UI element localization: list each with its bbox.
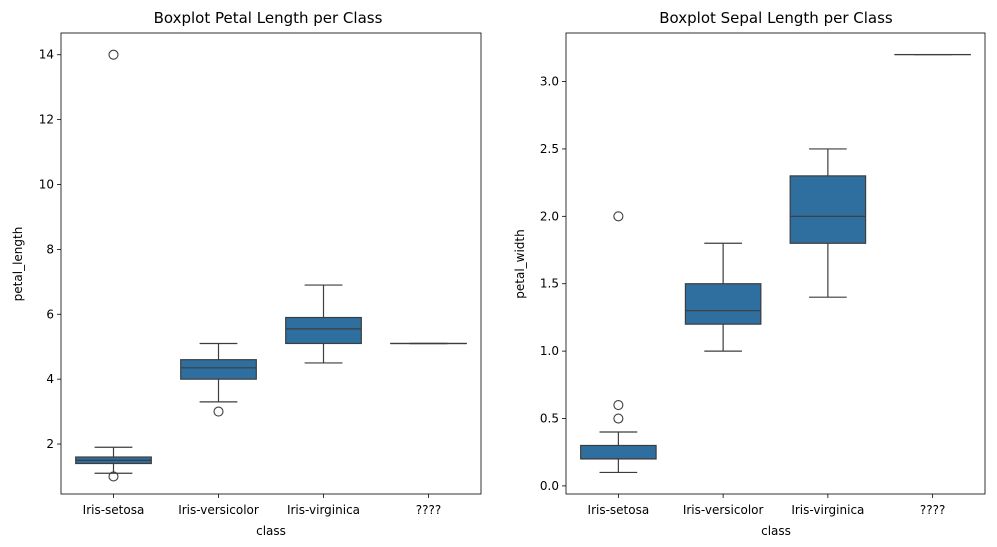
- subplot-petal-width: Boxplot Sepal Length per Class 0.0 0.5 1.0…: [513, 9, 986, 538]
- y-axis-label: petal_width: [513, 229, 527, 298]
- x-tick-label: ????: [416, 503, 441, 517]
- plot-frame: [565, 32, 986, 495]
- x-tick-label: Iris-setosa: [83, 503, 145, 517]
- y-tick-label: 12: [39, 113, 54, 127]
- box: [684, 283, 762, 325]
- chart-title: Boxplot Petal Length per Class: [154, 9, 383, 27]
- y-tick-label: 10: [39, 178, 54, 192]
- box: [580, 444, 657, 460]
- outlier-point: [213, 406, 224, 417]
- y-axis: 0.0 0.5 1.0 1.5 2.0 2.5 3.0: [540, 75, 566, 493]
- box: [180, 359, 257, 380]
- plot-frame: [60, 32, 482, 495]
- y-tick-label: 8: [46, 242, 54, 256]
- x-tick-label: Iris-virginica: [791, 503, 864, 517]
- x-axis-label: class: [256, 524, 286, 538]
- y-tick-label: 1.0: [540, 344, 559, 358]
- boxes: [75, 49, 467, 482]
- y-tick-label: 0.5: [540, 412, 559, 426]
- x-tick-label: Iris-setosa: [588, 503, 650, 517]
- y-tick-label: 3.0: [540, 75, 559, 89]
- y-tick-label: 2.5: [540, 142, 559, 156]
- x-tick-label: Iris-virginica: [287, 503, 360, 517]
- boxes: [580, 53, 971, 474]
- y-tick-label: 2.0: [540, 209, 559, 223]
- subplot-petal-length: Boxplot Petal Length per Class 2 4 6 8 10 12 1…: [11, 9, 482, 538]
- y-axis-label: petal_length: [11, 227, 25, 302]
- outlier-point: [613, 211, 624, 222]
- x-tick-label: Iris-versicolor: [178, 503, 259, 517]
- outlier-point: [613, 399, 624, 411]
- y-tick-label: 14: [39, 48, 54, 62]
- y-tick-label: 1.5: [540, 277, 559, 291]
- box: [285, 316, 362, 345]
- outlier-point: [613, 413, 624, 424]
- x-axis: Iris-setosa Iris-versicolor Iris-virginica…: [83, 494, 441, 517]
- y-tick-label: 2: [46, 437, 54, 451]
- y-tick-label: 4: [46, 372, 54, 386]
- y-tick-label: 0.0: [540, 479, 559, 493]
- x-axis-label: class: [761, 524, 791, 538]
- y-axis: 2 4 6 8 10 12 14: [39, 48, 61, 451]
- x-tick-label: Iris-versicolor: [683, 503, 764, 517]
- chart-title: Boxplot Sepal Length per Class: [659, 9, 893, 27]
- x-tick-label: ????: [920, 503, 945, 517]
- x-axis: Iris-setosa Iris-versicolor Iris-virginica…: [588, 494, 945, 517]
- y-tick-label: 6: [46, 307, 54, 321]
- outlier-point: [108, 471, 119, 482]
- box: [789, 175, 867, 244]
- outlier-point: [108, 49, 119, 60]
